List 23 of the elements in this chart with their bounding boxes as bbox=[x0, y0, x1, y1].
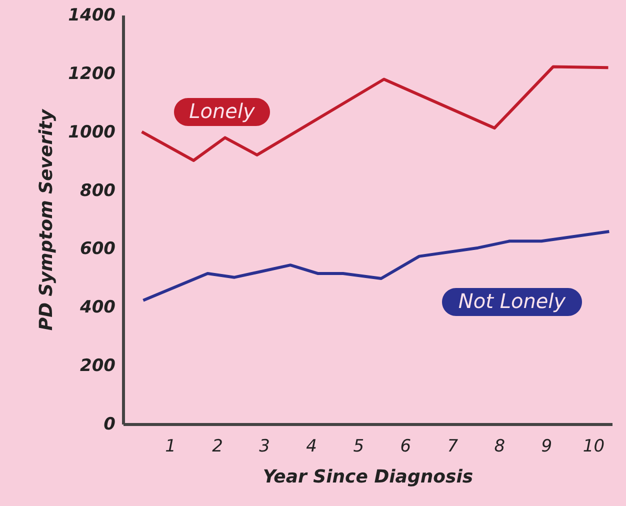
line-series bbox=[140, 65, 610, 162]
y-tick-label: 1400 bbox=[68, 6, 116, 26]
x-tick-label: 3 bbox=[259, 436, 270, 456]
x-tick-label: 10 bbox=[582, 436, 605, 456]
series-label: Not Lonely bbox=[458, 289, 567, 313]
y-axis-title: PD Symptom Severity bbox=[36, 108, 58, 331]
y-tick-label: 800 bbox=[80, 180, 116, 201]
y-tick-label: 0 bbox=[104, 414, 116, 434]
y-tick-label: 400 bbox=[79, 298, 116, 318]
series-label: Lonely bbox=[189, 99, 256, 123]
x-tick-label: 1 bbox=[165, 436, 176, 456]
y-tick-label: 1200 bbox=[68, 64, 116, 84]
x-tick-label: 9 bbox=[541, 436, 552, 456]
y-tick-label: 200 bbox=[80, 356, 116, 376]
x-tick-label: 5 bbox=[353, 436, 364, 456]
y-tick-label: 600 bbox=[80, 239, 116, 260]
x-tick-label: 8 bbox=[494, 436, 506, 456]
x-tick-label: 2 bbox=[212, 436, 223, 456]
x-tick-label: 4 bbox=[306, 436, 317, 456]
x-tick-label: 7 bbox=[447, 436, 458, 456]
y-tick-label: 1000 bbox=[68, 122, 116, 142]
x-tick-label: 6 bbox=[400, 436, 412, 456]
x-axis-title: Year Since Diagnosis bbox=[262, 466, 474, 488]
